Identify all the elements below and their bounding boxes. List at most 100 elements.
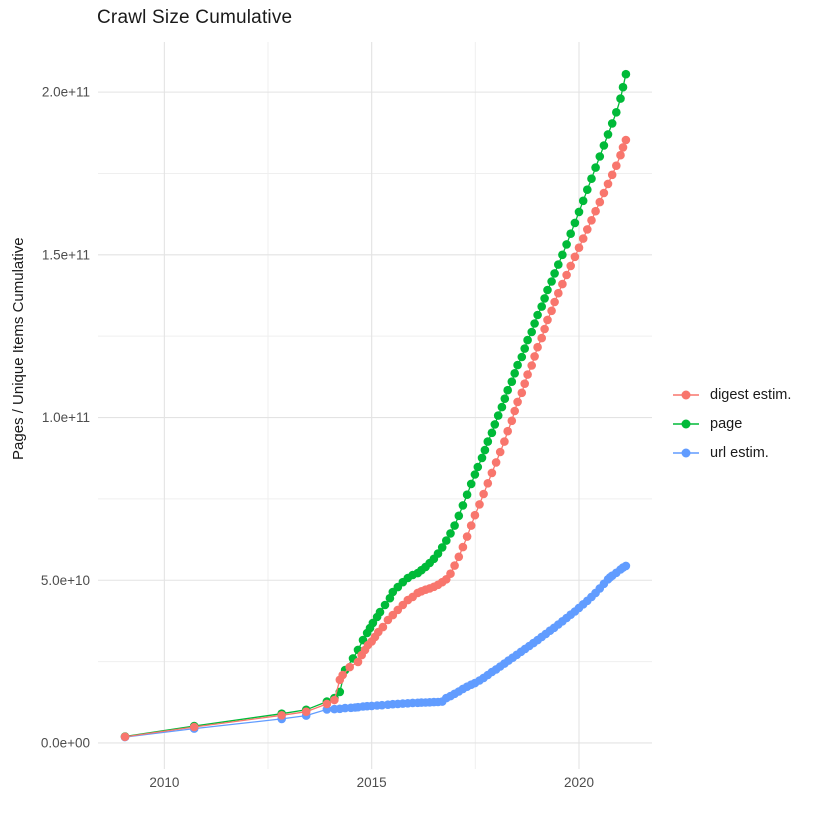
legend-item-digest-estim: digest estim. bbox=[672, 380, 791, 409]
y-tick-label: 1.5e+11 bbox=[42, 247, 90, 262]
data-point-digest-estim- bbox=[345, 662, 355, 672]
legend-key-url-icon bbox=[673, 448, 699, 457]
data-point-digest-estim- bbox=[446, 569, 455, 578]
data-point-digest-estim- bbox=[500, 437, 509, 446]
data-point-page bbox=[490, 420, 500, 429]
data-point-page bbox=[458, 501, 468, 510]
data-point-page bbox=[500, 394, 510, 404]
data-point-page bbox=[603, 130, 613, 139]
data-point-page bbox=[574, 207, 584, 217]
data-point-digest-estim- bbox=[495, 447, 505, 457]
data-point-digest-estim- bbox=[338, 670, 348, 680]
data-point-page bbox=[473, 462, 483, 472]
data-point-page bbox=[450, 521, 459, 530]
data-point-digest-estim- bbox=[507, 416, 517, 426]
legend-key-digest-icon bbox=[673, 390, 699, 399]
series-line-digest-estim- bbox=[124, 139, 627, 738]
data-point-page bbox=[537, 302, 546, 311]
data-point-digest-estim- bbox=[599, 188, 609, 198]
data-point-digest-estim- bbox=[301, 707, 311, 716]
data-point-digest-estim- bbox=[510, 406, 519, 416]
data-point-page bbox=[599, 141, 609, 150]
data-point-digest-estim- bbox=[540, 324, 549, 334]
data-point-digest-estim- bbox=[530, 352, 539, 361]
data-point-digest-estim- bbox=[550, 297, 559, 307]
data-point-page bbox=[612, 108, 621, 117]
series-line-url-estim- bbox=[124, 565, 627, 738]
data-point-digest-estim- bbox=[543, 315, 552, 325]
data-point-digest-estim- bbox=[120, 732, 130, 742]
data-point-digest-estim- bbox=[562, 270, 571, 280]
y-tick-label: 5.0e+10 bbox=[41, 573, 90, 588]
y-tick-label: 0.0e+00 bbox=[41, 736, 90, 751]
data-point-page bbox=[530, 319, 539, 328]
data-point-digest-estim- bbox=[547, 306, 556, 316]
data-point-digest-estim- bbox=[570, 252, 580, 262]
data-point-page bbox=[621, 69, 631, 79]
data-point-digest-estim- bbox=[503, 426, 512, 436]
data-point-digest-estim- bbox=[450, 561, 459, 570]
data-point-page bbox=[547, 277, 556, 286]
legend-item-page: page bbox=[672, 409, 791, 438]
data-point-digest-estim- bbox=[607, 170, 617, 180]
legend-label-digest: digest estim. bbox=[710, 386, 792, 403]
data-point-page bbox=[503, 385, 512, 395]
data-point-digest-estim- bbox=[483, 479, 493, 488]
data-point-digest-estim- bbox=[479, 489, 488, 499]
data-point-page bbox=[466, 479, 476, 489]
data-point-page bbox=[591, 163, 600, 172]
data-point-page bbox=[550, 269, 559, 278]
data-point-digest-estim- bbox=[470, 510, 480, 520]
data-point-digest-estim- bbox=[566, 261, 575, 271]
data-point-digest-estim- bbox=[475, 500, 484, 509]
data-point-page bbox=[578, 196, 588, 206]
data-point-digest-estim- bbox=[591, 206, 600, 216]
data-point-page bbox=[487, 428, 497, 438]
page-title: Crawl Size Cumulative bbox=[97, 7, 293, 28]
legend-label-page: page bbox=[710, 415, 743, 432]
data-point-digest-estim- bbox=[595, 197, 605, 207]
data-point-digest-estim- bbox=[322, 699, 332, 709]
legend-key-page-icon bbox=[673, 419, 699, 428]
data-point-page bbox=[493, 411, 503, 420]
data-point-digest-estim- bbox=[466, 521, 476, 530]
data-point-page bbox=[558, 250, 567, 260]
data-point-page bbox=[616, 94, 625, 103]
data-point-page bbox=[510, 369, 519, 378]
data-point-digest-estim- bbox=[587, 216, 596, 225]
data-point-page bbox=[533, 310, 542, 320]
data-point-page bbox=[523, 335, 532, 345]
data-point-digest-estim- bbox=[462, 532, 472, 541]
data-point-page bbox=[480, 445, 490, 455]
data-point-page bbox=[375, 607, 385, 617]
data-point-digest-estim- bbox=[189, 722, 199, 732]
y-tick-label: 1.0e+11 bbox=[42, 410, 90, 425]
data-point-digest-estim- bbox=[578, 234, 588, 243]
data-point-page bbox=[517, 352, 527, 362]
data-point-page bbox=[607, 119, 617, 128]
data-point-digest-estim- bbox=[517, 388, 527, 398]
data-point-page bbox=[595, 152, 605, 161]
data-point-page bbox=[442, 536, 451, 545]
data-point-page bbox=[566, 229, 575, 238]
data-point-page bbox=[446, 529, 455, 538]
data-point-page bbox=[543, 285, 552, 295]
data-point-page bbox=[527, 327, 536, 337]
data-point-page bbox=[587, 174, 596, 183]
data-point-digest-estim- bbox=[330, 695, 339, 705]
data-point-digest-estim- bbox=[612, 161, 621, 170]
data-point-page bbox=[520, 344, 529, 353]
y-tick-label: 2.0e+11 bbox=[42, 85, 90, 100]
data-point-page bbox=[483, 437, 493, 446]
data-point-page bbox=[618, 82, 628, 92]
data-point-digest-estim- bbox=[583, 225, 592, 234]
x-tick-label: 2020 bbox=[564, 775, 594, 790]
data-point-digest-estim- bbox=[558, 279, 567, 289]
data-point-page bbox=[554, 260, 563, 269]
x-tick-label: 2010 bbox=[149, 775, 179, 790]
data-point-digest-estim- bbox=[454, 552, 464, 562]
data-point-digest-estim- bbox=[537, 333, 546, 343]
data-point-page bbox=[513, 360, 522, 370]
data-point-digest-estim- bbox=[353, 657, 363, 667]
